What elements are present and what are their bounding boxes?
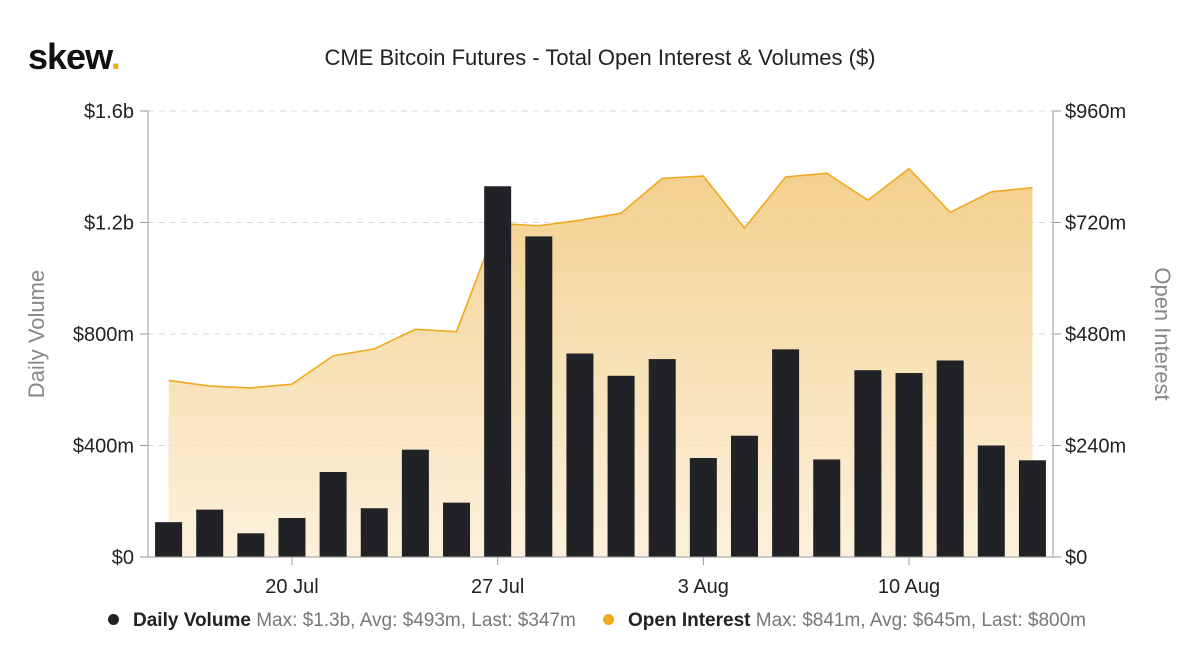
axes [140, 110, 1061, 565]
legend-item-daily-volume[interactable]: Daily Volume Max: $1.3b, Avg: $493m, Las… [108, 610, 576, 632]
right-tick-label: $0 [1065, 547, 1087, 569]
volume-bar [854, 370, 882, 557]
volume-bar [566, 353, 594, 557]
x-tick-label: 10 Aug [878, 576, 940, 598]
volume-bar [772, 349, 800, 557]
volume-bar [484, 186, 512, 557]
x-tick-label: 20 Jul [265, 576, 318, 598]
volume-bar [977, 445, 1005, 557]
volume-bar [155, 522, 183, 557]
right-axis-title: Open Interest [1150, 267, 1175, 400]
right-tick-label: $480m [1065, 324, 1126, 346]
legend-stats: Max: $1.3b, Avg: $493m, Last: $347m [256, 610, 576, 631]
left-tick-label: $1.6b [84, 101, 134, 123]
open-interest-dot-icon [603, 614, 614, 626]
volume-bar [1018, 460, 1046, 557]
volume-bar [813, 459, 841, 557]
left-tick-label: $400m [73, 436, 134, 458]
right-tick-label: $240m [1065, 436, 1126, 458]
volume-bar [730, 435, 758, 557]
skew-logo: skew. [28, 36, 121, 77]
volume-bar [360, 508, 388, 557]
x-tick-label: 3 Aug [678, 576, 729, 598]
left-axis-title: Daily Volume [24, 270, 49, 398]
left-tick-label: $0 [112, 547, 134, 569]
chart-canvas: $0 $400m $800m $1.2b $1.6b $0 $240m $480m $720m $… [24, 101, 1175, 598]
legend-name: Daily Volume [133, 610, 251, 631]
volume-bar [319, 471, 347, 557]
open-interest-line [168, 167, 1033, 389]
tick-labels: $0 $400m $800m $1.2b $1.6b $0 $240m $480m $720m $… [73, 101, 1126, 598]
volume-bar [443, 502, 471, 557]
chart-title: CME Bitcoin Futures - Total Open Interes… [324, 45, 876, 70]
volume-bar [689, 458, 717, 557]
volume-bar [401, 449, 429, 557]
right-tick-label: $960m [1065, 101, 1126, 123]
left-tick-label: $1.2b [84, 213, 134, 235]
volume-bar [648, 359, 676, 557]
volume-bar [237, 533, 265, 557]
left-tick-label: $800m [73, 324, 134, 346]
volume-bar [607, 375, 635, 557]
volume-bar [196, 509, 224, 557]
legend-item-open-interest[interactable]: Open Interest Max: $841m, Avg: $645m, La… [603, 610, 1086, 632]
x-tick-label: 27 Jul [471, 576, 524, 598]
volume-bar [525, 236, 553, 557]
volume-bar [936, 360, 964, 557]
legend-name: Open Interest [628, 610, 751, 631]
legend-stats: Max: $841m, Avg: $645m, Last: $800m [755, 610, 1086, 631]
volume-bar [895, 373, 923, 557]
right-tick-label: $720m [1065, 213, 1126, 235]
daily-volume-dot-icon [108, 614, 119, 626]
daily-volume-series [155, 186, 1046, 557]
volume-bar [278, 517, 306, 557]
